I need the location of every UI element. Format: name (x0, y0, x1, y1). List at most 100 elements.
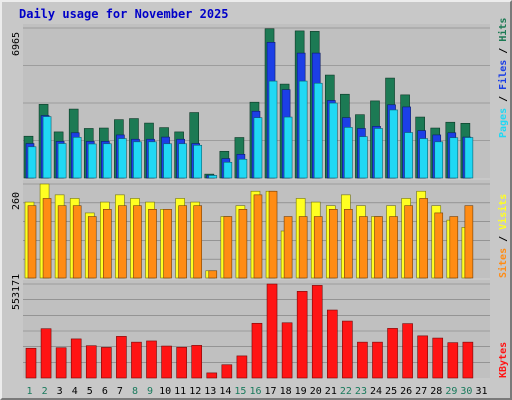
visits-sites-bar (328, 209, 338, 279)
day-label: 27 (415, 386, 427, 397)
kbytes-kbytes-bar (70, 338, 82, 379)
day-label: 20 (310, 386, 322, 397)
visits-sites-bar (57, 205, 67, 279)
day-label: 8 (132, 386, 138, 397)
kbytes-kbytes-bar (296, 291, 308, 379)
day-label: 15 (234, 386, 246, 397)
visits-legend: Sites / Visits (497, 194, 509, 278)
kbytes-kbytes-bar (176, 346, 187, 379)
hits-pages-bar (223, 161, 233, 179)
kbytes-kbytes-bar (116, 336, 127, 379)
kbytes-kbytes-bar (342, 320, 353, 379)
visits-sites-bar (344, 209, 353, 279)
day-label: 11 (174, 386, 186, 397)
day-label: 30 (460, 386, 472, 397)
day-label: 28 (430, 386, 442, 397)
day-label: 9 (147, 386, 153, 397)
day-label: 21 (325, 386, 337, 397)
kbytes-kbytes-bar (251, 322, 263, 379)
kbytes-kbytes-bar (131, 341, 142, 379)
chart-title: Daily usage for November 2025 (19, 7, 229, 21)
kbytes-kbytes-bar (266, 283, 278, 379)
hits-pages-bar (72, 136, 82, 179)
visits-sites-bar (223, 216, 233, 279)
hits-pages-bar (434, 141, 444, 179)
hits-pages-bar (87, 143, 97, 179)
day-label: 5 (87, 386, 93, 397)
visits-sites-bar (238, 209, 248, 279)
hits-legend-pages: Pages (498, 108, 509, 138)
visits-sites-bar (298, 216, 308, 279)
visits-sites-bar (419, 198, 428, 279)
kbytes-kbytes-bar (402, 323, 413, 379)
visits-legend-visits: Visits (497, 194, 509, 230)
visits-sites-bar (283, 216, 293, 279)
visits-max-label: 260 (11, 192, 22, 210)
kbytes-kbytes-bar (372, 341, 383, 379)
visits-sites-bar (193, 205, 203, 279)
kbytes-legend-kbytes: KBytes (498, 342, 509, 378)
hits-pages-bar (42, 116, 52, 179)
hits-max-label: 6965 (11, 32, 22, 56)
kbytes-kbytes-bar (40, 328, 52, 379)
day-label: 1 (27, 386, 33, 397)
visits-sites-bar (389, 216, 398, 279)
day-label: 31 (475, 386, 487, 397)
hits-pages-bar (464, 137, 474, 179)
hits-pages-bar (27, 146, 37, 179)
visits-sites-bar (103, 209, 112, 279)
kbytes-kbytes-bar (387, 328, 398, 379)
kbytes-kbytes-bar (281, 322, 293, 379)
day-label: 26 (400, 386, 412, 397)
visits-sites-bar (208, 270, 218, 279)
hits-legend: Pages / Files / Hits (497, 18, 509, 138)
hits-pages-bar (118, 138, 127, 179)
day-label: 19 (295, 386, 307, 397)
kbytes-kbytes-bar (85, 345, 97, 379)
visits-sites-bar (374, 216, 383, 279)
kbytes-kbytes-bar (191, 345, 203, 379)
visits-sites-bar (72, 205, 82, 279)
kbytes-kbytes-bar (221, 364, 233, 379)
visits-sites-bar (449, 216, 459, 279)
visits-sites-bar (404, 205, 413, 279)
kbytes-kbytes-bar (161, 345, 172, 379)
hits-pages-bar (344, 127, 353, 179)
visits-sites-bar (464, 205, 474, 279)
hits-pages-bar (374, 128, 383, 179)
visits-sites-bar (87, 216, 97, 279)
kbytes-legend: KBytes (498, 342, 509, 378)
visits-sites-bar (148, 209, 157, 279)
visits-sites-bar (268, 190, 278, 279)
kbytes-kbytes-bar (311, 285, 323, 379)
day-label: 18 (280, 386, 292, 397)
day-label: 2 (42, 386, 48, 397)
hits-pages-bar (253, 117, 263, 179)
kbytes-kbytes-bar (326, 309, 338, 379)
hits-pages-bar (328, 102, 338, 179)
day-label: 22 (340, 386, 352, 397)
visits-sites-bar (118, 205, 127, 279)
hits-pages-bar (449, 137, 459, 179)
hits-pages-bar (193, 144, 203, 179)
hits-pages-bar (298, 80, 308, 179)
hits-pages-bar (133, 141, 142, 179)
day-label: 4 (72, 386, 78, 397)
kbytes-kbytes-bar (447, 342, 459, 379)
visits-sites-bar (434, 212, 444, 279)
hits-pages-bar (313, 82, 323, 179)
hits-pages-bar (148, 141, 157, 179)
day-label: 17 (265, 386, 277, 397)
hits-pages-bar (389, 109, 398, 179)
kbytes-kbytes-bar (417, 335, 428, 379)
hits-pages-bar (404, 132, 413, 179)
day-label: 14 (219, 386, 231, 397)
kbytes-kbytes-bar (25, 347, 37, 379)
day-label: 29 (445, 386, 457, 397)
day-label: 23 (355, 386, 367, 397)
hits-pages-bar (103, 143, 112, 179)
visits-sites-bar (178, 205, 187, 279)
day-label: 7 (117, 386, 123, 397)
